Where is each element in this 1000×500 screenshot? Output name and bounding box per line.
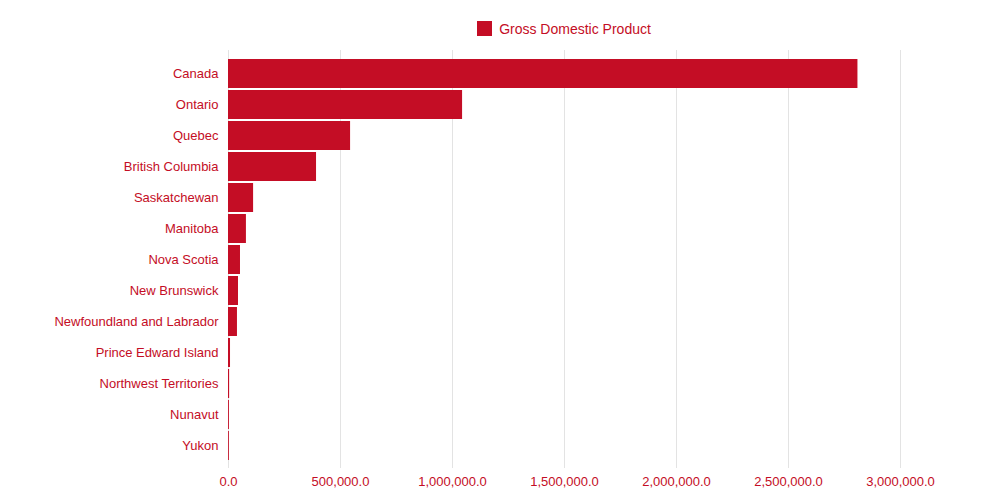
svg-text:New Brunswick: New Brunswick (130, 283, 219, 298)
svg-text:Newfoundland and Labrador: Newfoundland and Labrador (54, 314, 219, 329)
svg-text:Nunavut: Nunavut (170, 407, 219, 422)
svg-text:2,500,000.0: 2,500,000.0 (754, 474, 823, 489)
svg-text:3,000,000.0: 3,000,000.0 (866, 474, 935, 489)
svg-text:Saskatchewan: Saskatchewan (134, 190, 219, 205)
svg-text:Nova Scotia: Nova Scotia (148, 252, 219, 267)
svg-text:1,500,000.0: 1,500,000.0 (530, 474, 599, 489)
svg-text:Ontario: Ontario (176, 97, 219, 112)
svg-text:2,000,000.0: 2,000,000.0 (642, 474, 711, 489)
svg-text:British Columbia: British Columbia (124, 159, 219, 174)
svg-text:Canada: Canada (173, 66, 219, 81)
svg-text:1,000,000.0: 1,000,000.0 (418, 474, 487, 489)
svg-text:Manitoba: Manitoba (165, 221, 219, 236)
svg-text:Northwest Territories: Northwest Territories (100, 376, 219, 391)
svg-text:Quebec: Quebec (173, 128, 219, 143)
svg-text:0.0: 0.0 (219, 474, 237, 489)
svg-text:Yukon: Yukon (182, 438, 218, 453)
svg-text:Prince Edward Island: Prince Edward Island (96, 345, 219, 360)
svg-text:500,000.0: 500,000.0 (312, 474, 370, 489)
html-text:Gross Domestic Product: Gross Domestic Product (499, 21, 651, 37)
